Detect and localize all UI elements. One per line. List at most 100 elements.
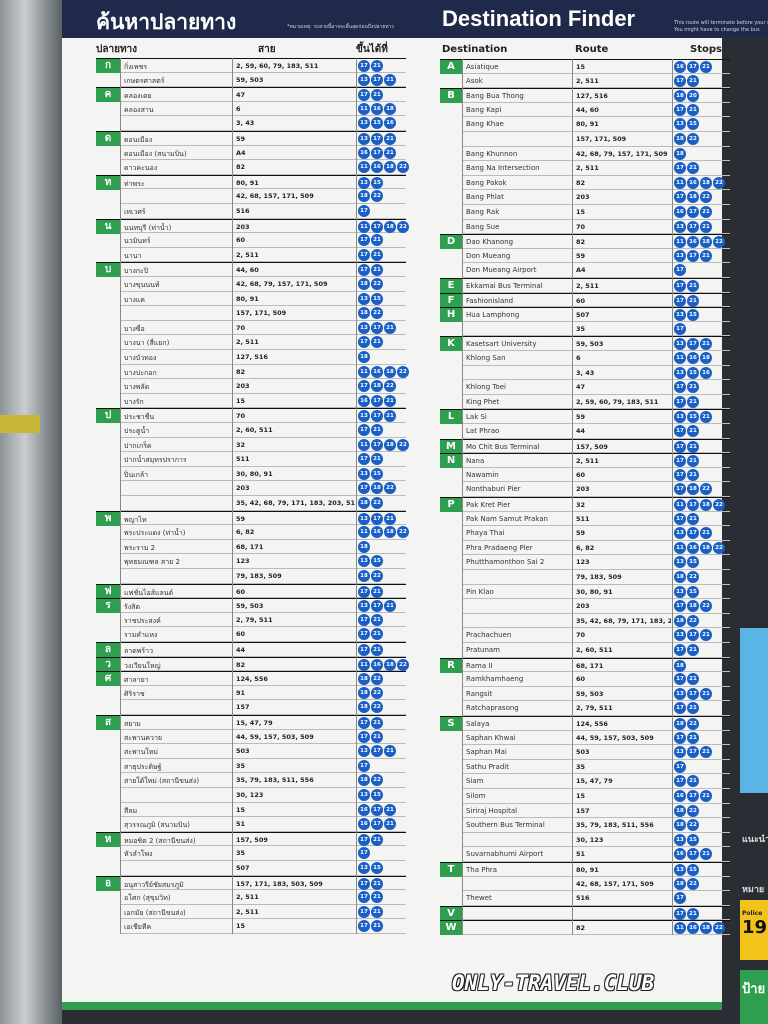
route-numbers: 6, 82 xyxy=(576,543,595,552)
route-numbers: 44, 60 xyxy=(236,266,259,275)
table-row: 3, 43 13 15 16 xyxy=(120,116,406,131)
stop-badge: 17 xyxy=(371,133,383,145)
stop-badge: 17 xyxy=(674,775,686,788)
stop-list: 18 22 xyxy=(674,133,699,145)
table-row: Thewet 516 17 xyxy=(462,891,730,906)
destination-name: พระราม 2 xyxy=(124,543,156,552)
route-numbers: 59 xyxy=(236,135,246,143)
route-numbers: 203 xyxy=(576,602,590,611)
stop-badge: 18 xyxy=(700,352,712,364)
stop-badge: 17 xyxy=(358,905,370,918)
section-letter: F xyxy=(440,293,462,308)
stop-list: 17 xyxy=(674,760,686,773)
stop-badge: 17 xyxy=(674,468,686,481)
table-row: Phutthamonthon Sai 2 123 13 15 xyxy=(462,555,730,570)
destination-name: Bang Khae xyxy=(466,120,504,129)
stop-badge: 18 xyxy=(384,438,396,451)
stop-badge: 13 xyxy=(358,73,370,86)
stop-list: 11 17 18 22 xyxy=(674,499,725,511)
table-row: Pin Klao 30, 80, 91 13 15 xyxy=(462,585,730,600)
stop-badge: 18 xyxy=(674,804,686,817)
route-numbers: 15 xyxy=(236,396,246,405)
destination-name: บางขุนนนท์ xyxy=(124,281,160,289)
stop-list: 17 21 xyxy=(358,248,383,261)
stop-badge: 17 xyxy=(674,425,686,437)
stop-list: 17 21 xyxy=(358,717,383,729)
stop-list: 18 22 xyxy=(358,278,383,290)
stop-badge: 21 xyxy=(371,717,383,729)
stop-badge: 21 xyxy=(687,468,699,481)
destination-name: หัวลำโพง xyxy=(124,850,153,859)
stop-badge: 18 xyxy=(358,540,370,553)
route-numbers: 15 xyxy=(576,792,586,800)
destination-name: พญาไท xyxy=(124,515,147,524)
stop-badge: 13 xyxy=(358,133,370,145)
stop-list: 17 18 22 xyxy=(674,191,712,204)
stop-badge: 17 xyxy=(687,249,699,262)
stop-badge: 21 xyxy=(700,790,712,802)
police-label: Police xyxy=(742,910,763,917)
stop-list: 11 16 18 xyxy=(674,352,712,364)
table-row: พ พญาไท 59 13 17 21 xyxy=(96,510,406,526)
stop-badge: 22 xyxy=(687,133,699,145)
destination-name: Pak Kret Pier xyxy=(466,501,511,509)
column-divider xyxy=(672,59,673,935)
stop-badge: 17 xyxy=(358,891,370,904)
destination-name: Tha Phra xyxy=(466,866,498,874)
stop-list: 17 21 xyxy=(674,673,699,686)
stop-badge: 11 xyxy=(358,438,370,451)
table-row: Don Mueang 59 13 17 21 xyxy=(462,249,730,264)
stop-badge: 13 xyxy=(674,118,686,131)
route-numbers: 47 xyxy=(576,383,586,392)
table-row: D Dao Khanong 82 11 16 18 22 xyxy=(440,234,730,250)
route-numbers: 3, 43 xyxy=(576,368,595,377)
table-row: ศิริราช 91 18 22 xyxy=(120,686,406,701)
route-numbers: 60 xyxy=(236,236,246,245)
route-numbers: 82 xyxy=(236,367,246,376)
route-numbers: 59 xyxy=(236,514,246,523)
stop-badge: 15 xyxy=(371,789,383,801)
route-numbers: 59 xyxy=(576,251,586,260)
destination-name: สีลม xyxy=(124,806,138,815)
stop-badge: 21 xyxy=(371,264,383,277)
stop-badge: 17 xyxy=(687,499,699,511)
side-panel: แนะนำ หมายเล Police 19 ป้าย xyxy=(740,600,768,1024)
table-row: 42, 68, 157, 171, 509 18 22 xyxy=(462,877,730,892)
stop-badge: 18 xyxy=(674,659,686,672)
destination-name: Nonthaburi Pier xyxy=(466,485,521,494)
stop-badge: 22 xyxy=(687,819,699,832)
stop-badge: 21 xyxy=(687,702,699,715)
stop-badge: 18 xyxy=(700,236,712,249)
stop-badge: 22 xyxy=(371,686,383,699)
table-row: ห หมอชิต 2 (สถานีขนส่ง) 157, 509 17 21 xyxy=(96,831,406,847)
section-letter: ล xyxy=(96,643,120,657)
stop-badge: 17 xyxy=(358,717,370,729)
destination-name: Phra Pradaeng Pier xyxy=(466,543,533,552)
stop-list: 18 22 xyxy=(674,571,699,583)
stop-badge: 17 xyxy=(358,847,370,860)
route-numbers: 15 xyxy=(236,805,246,814)
stop-badge: 21 xyxy=(687,103,699,116)
stop-badge: 15 xyxy=(371,117,383,130)
table-row: F Fashionisland 60 17 21 xyxy=(440,292,730,308)
stop-badge: 17 xyxy=(674,731,686,744)
table-row: K Kasetsart University 59, 503 13 17 21 xyxy=(440,336,730,352)
destination-name: ประชาชื่น xyxy=(124,413,155,422)
table-row: Phaya Thai 59 13 17 21 xyxy=(462,526,730,541)
route-numbers: 32 xyxy=(236,440,246,449)
table-row: Don Mueang Airport A4 17 xyxy=(462,263,730,278)
stop-badge: 16 xyxy=(674,790,686,802)
stop-badge: 22 xyxy=(700,191,712,204)
route-numbers: 2, 79, 511 xyxy=(236,615,273,624)
table-row: Pratunam 2, 60, 511 17 21 xyxy=(462,643,730,658)
stop-list: 18 22 xyxy=(674,614,699,627)
table-row: ปากน้ำสมุทรปราการ 511 17 21 xyxy=(120,452,406,467)
table-row: บางพลัด 203 17 18 22 xyxy=(120,379,406,394)
table-row: หัวลำโพง 35 17 xyxy=(120,846,406,861)
stop-badge: 11 xyxy=(674,176,686,189)
destination-name: เทเวศร์ xyxy=(124,208,146,216)
stop-badge: 18 xyxy=(358,673,370,686)
stop-list: 16 17 21 xyxy=(674,790,712,802)
table-row: Pak Nam Samut Prakan 511 17 21 xyxy=(462,512,730,527)
route-numbers: 157, 509 xyxy=(236,835,268,844)
